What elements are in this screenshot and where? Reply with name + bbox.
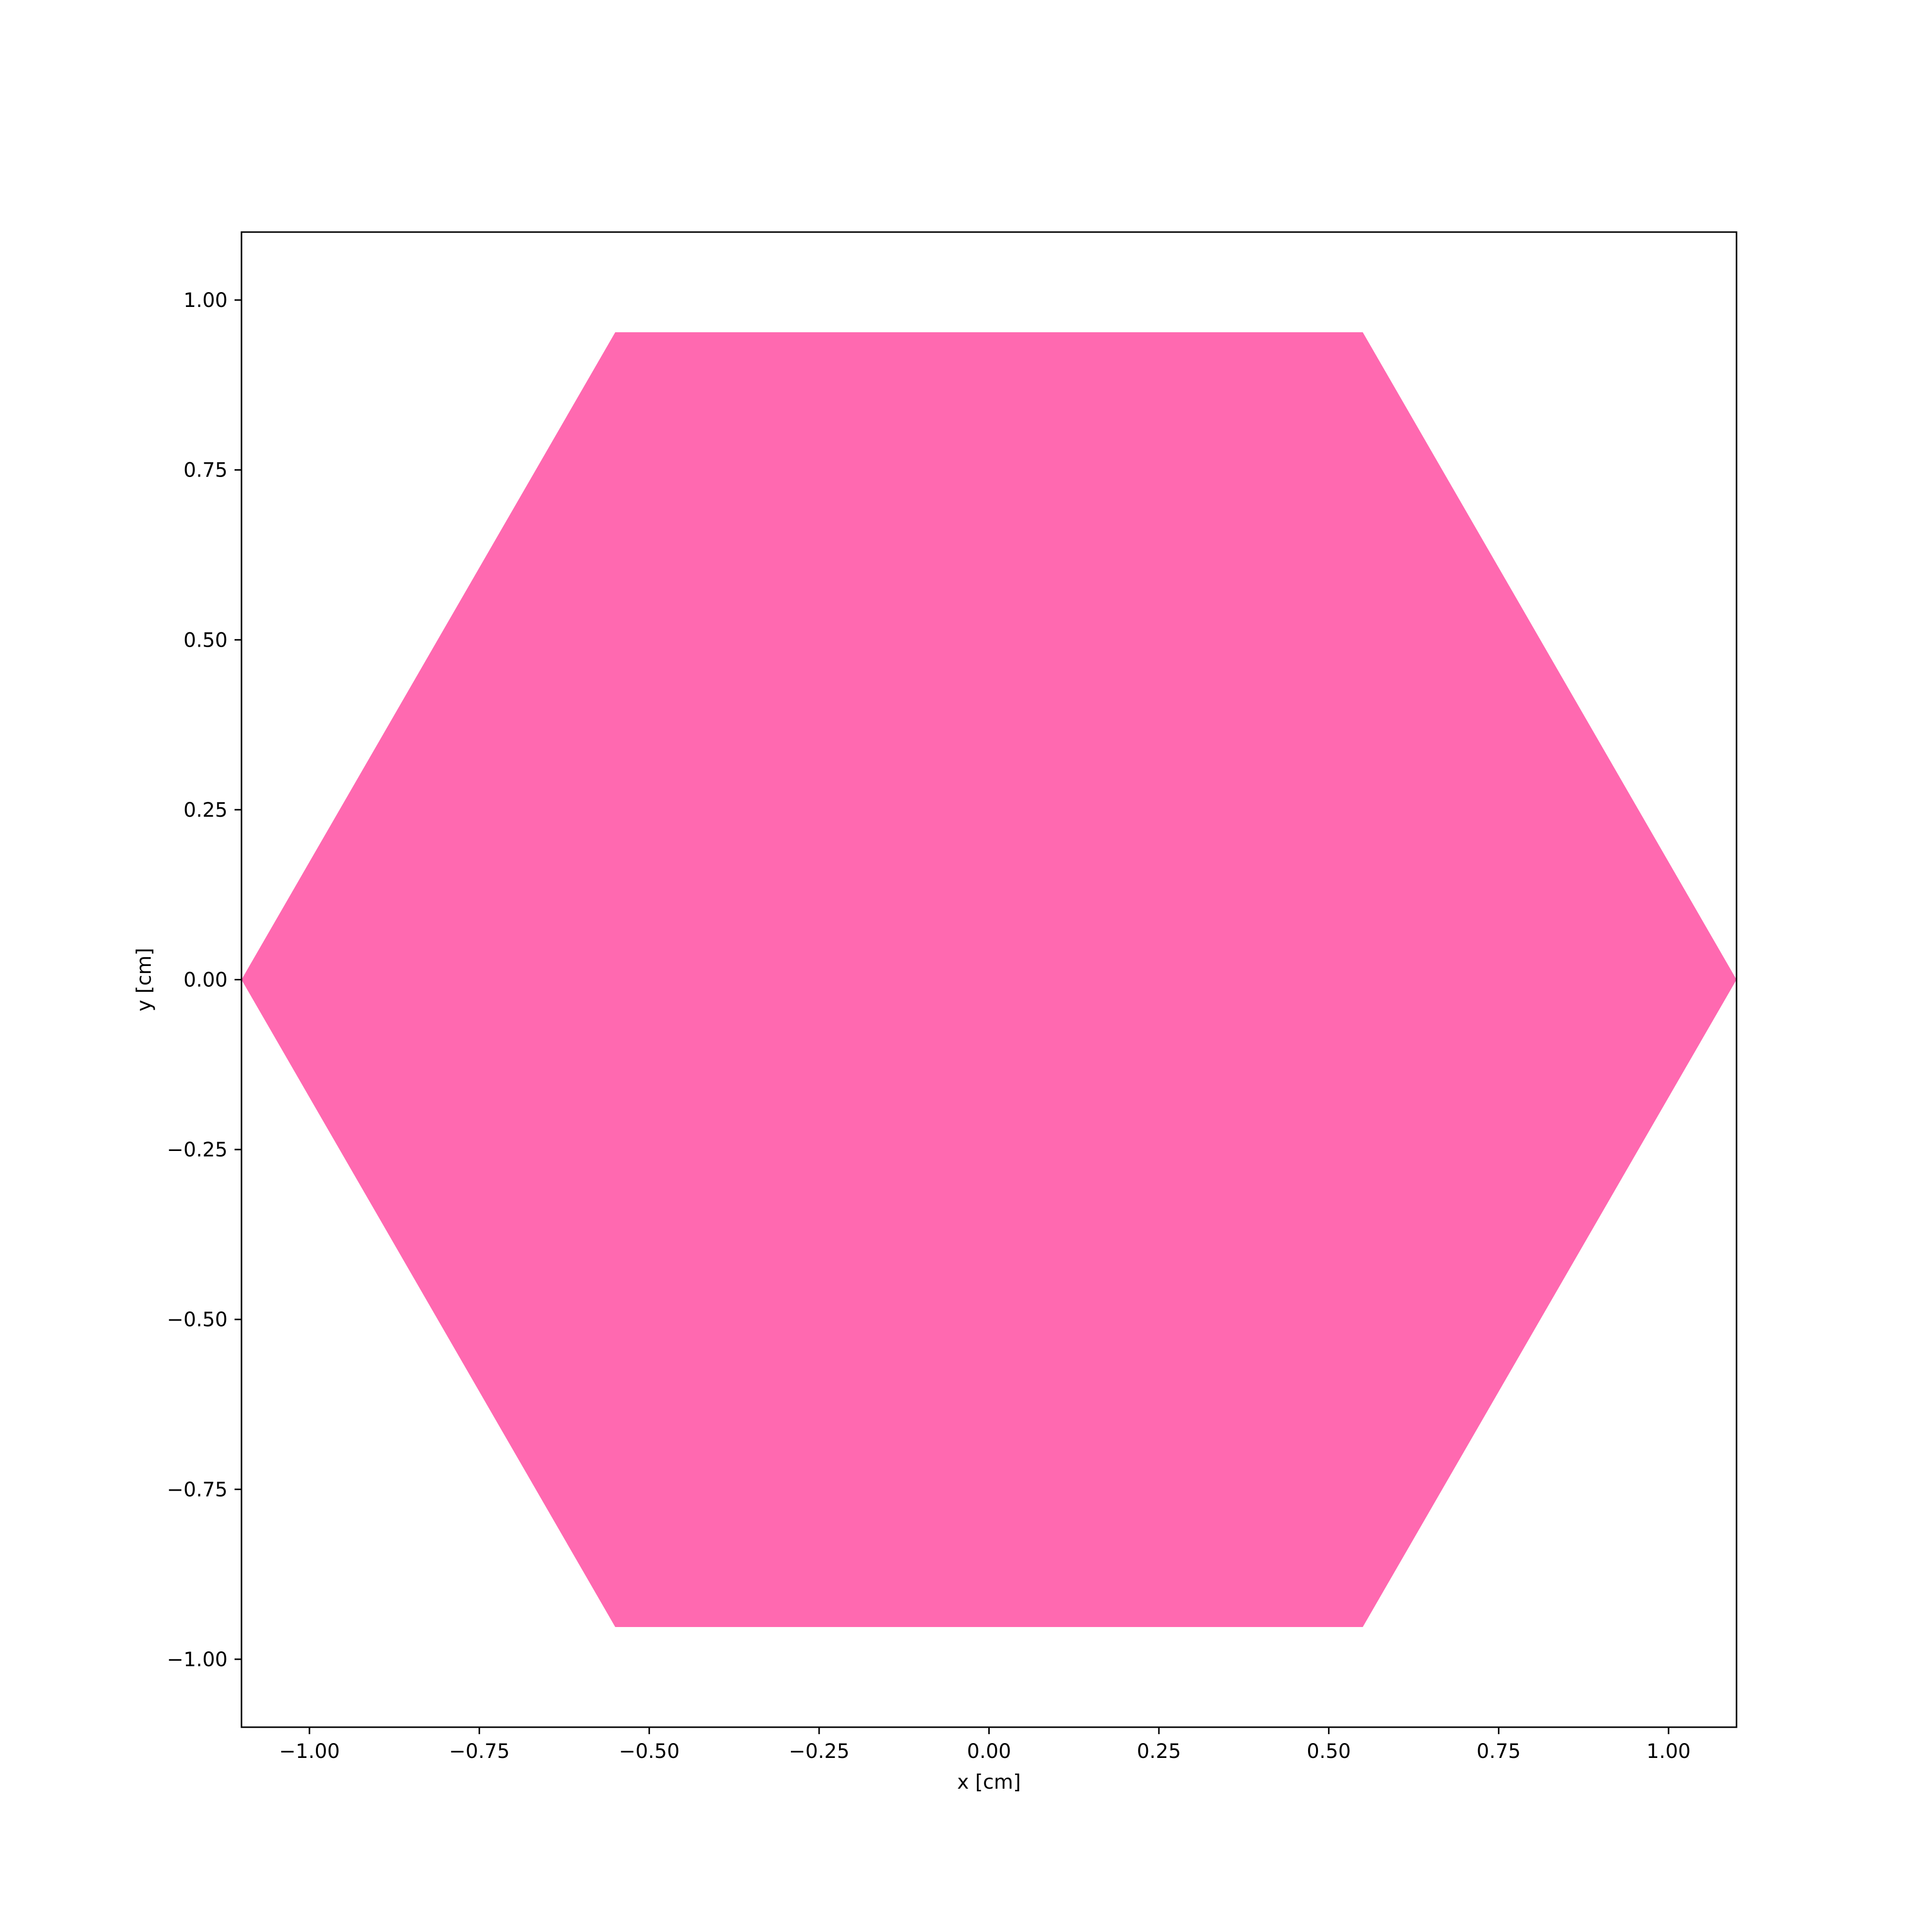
x-tick-label: 0.75 [1477,1740,1521,1763]
y-tick-label: 0.75 [183,459,228,482]
x-tick-label: −0.50 [619,1740,680,1763]
x-tick-label: 0.25 [1137,1740,1181,1763]
x-tick-label: −0.25 [789,1740,850,1763]
hexagon-fill-0 [241,332,1737,1627]
x-tick-label: −1.00 [279,1740,340,1763]
x-tick-label: 1.00 [1646,1740,1690,1763]
y-tick-label: −0.75 [167,1478,228,1501]
y-tick-label: −0.25 [167,1139,228,1161]
x-tick-label: 0.50 [1307,1740,1351,1763]
axes-frame [240,231,1738,1728]
x-axis-ticks: −1.00 −0.75 −0.50 −0.25 0.00 0.25 0.50 0.75 1.00 [279,1727,1690,1763]
x-tick-label: −0.75 [449,1740,510,1763]
y-axis-ticks: 1.00 0.75 0.50 0.25 0.00 −0.25 −0.50 −0.75 −1.00 [167,289,241,1671]
y-tick-label: 0.00 [183,969,228,992]
y-tick-label: 1.00 [183,289,228,312]
plot-area [241,332,1737,1627]
x-tick-label: 0.00 [967,1740,1011,1763]
y-axis-label: y [cm] [133,948,156,1012]
y-tick-label: −0.50 [167,1309,228,1331]
y-tick-label: 0.25 [183,799,228,822]
y-tick-label: 0.50 [183,629,228,652]
x-axis-label: x [cm] [957,1771,1021,1794]
y-tick-label: −1.00 [167,1648,228,1671]
